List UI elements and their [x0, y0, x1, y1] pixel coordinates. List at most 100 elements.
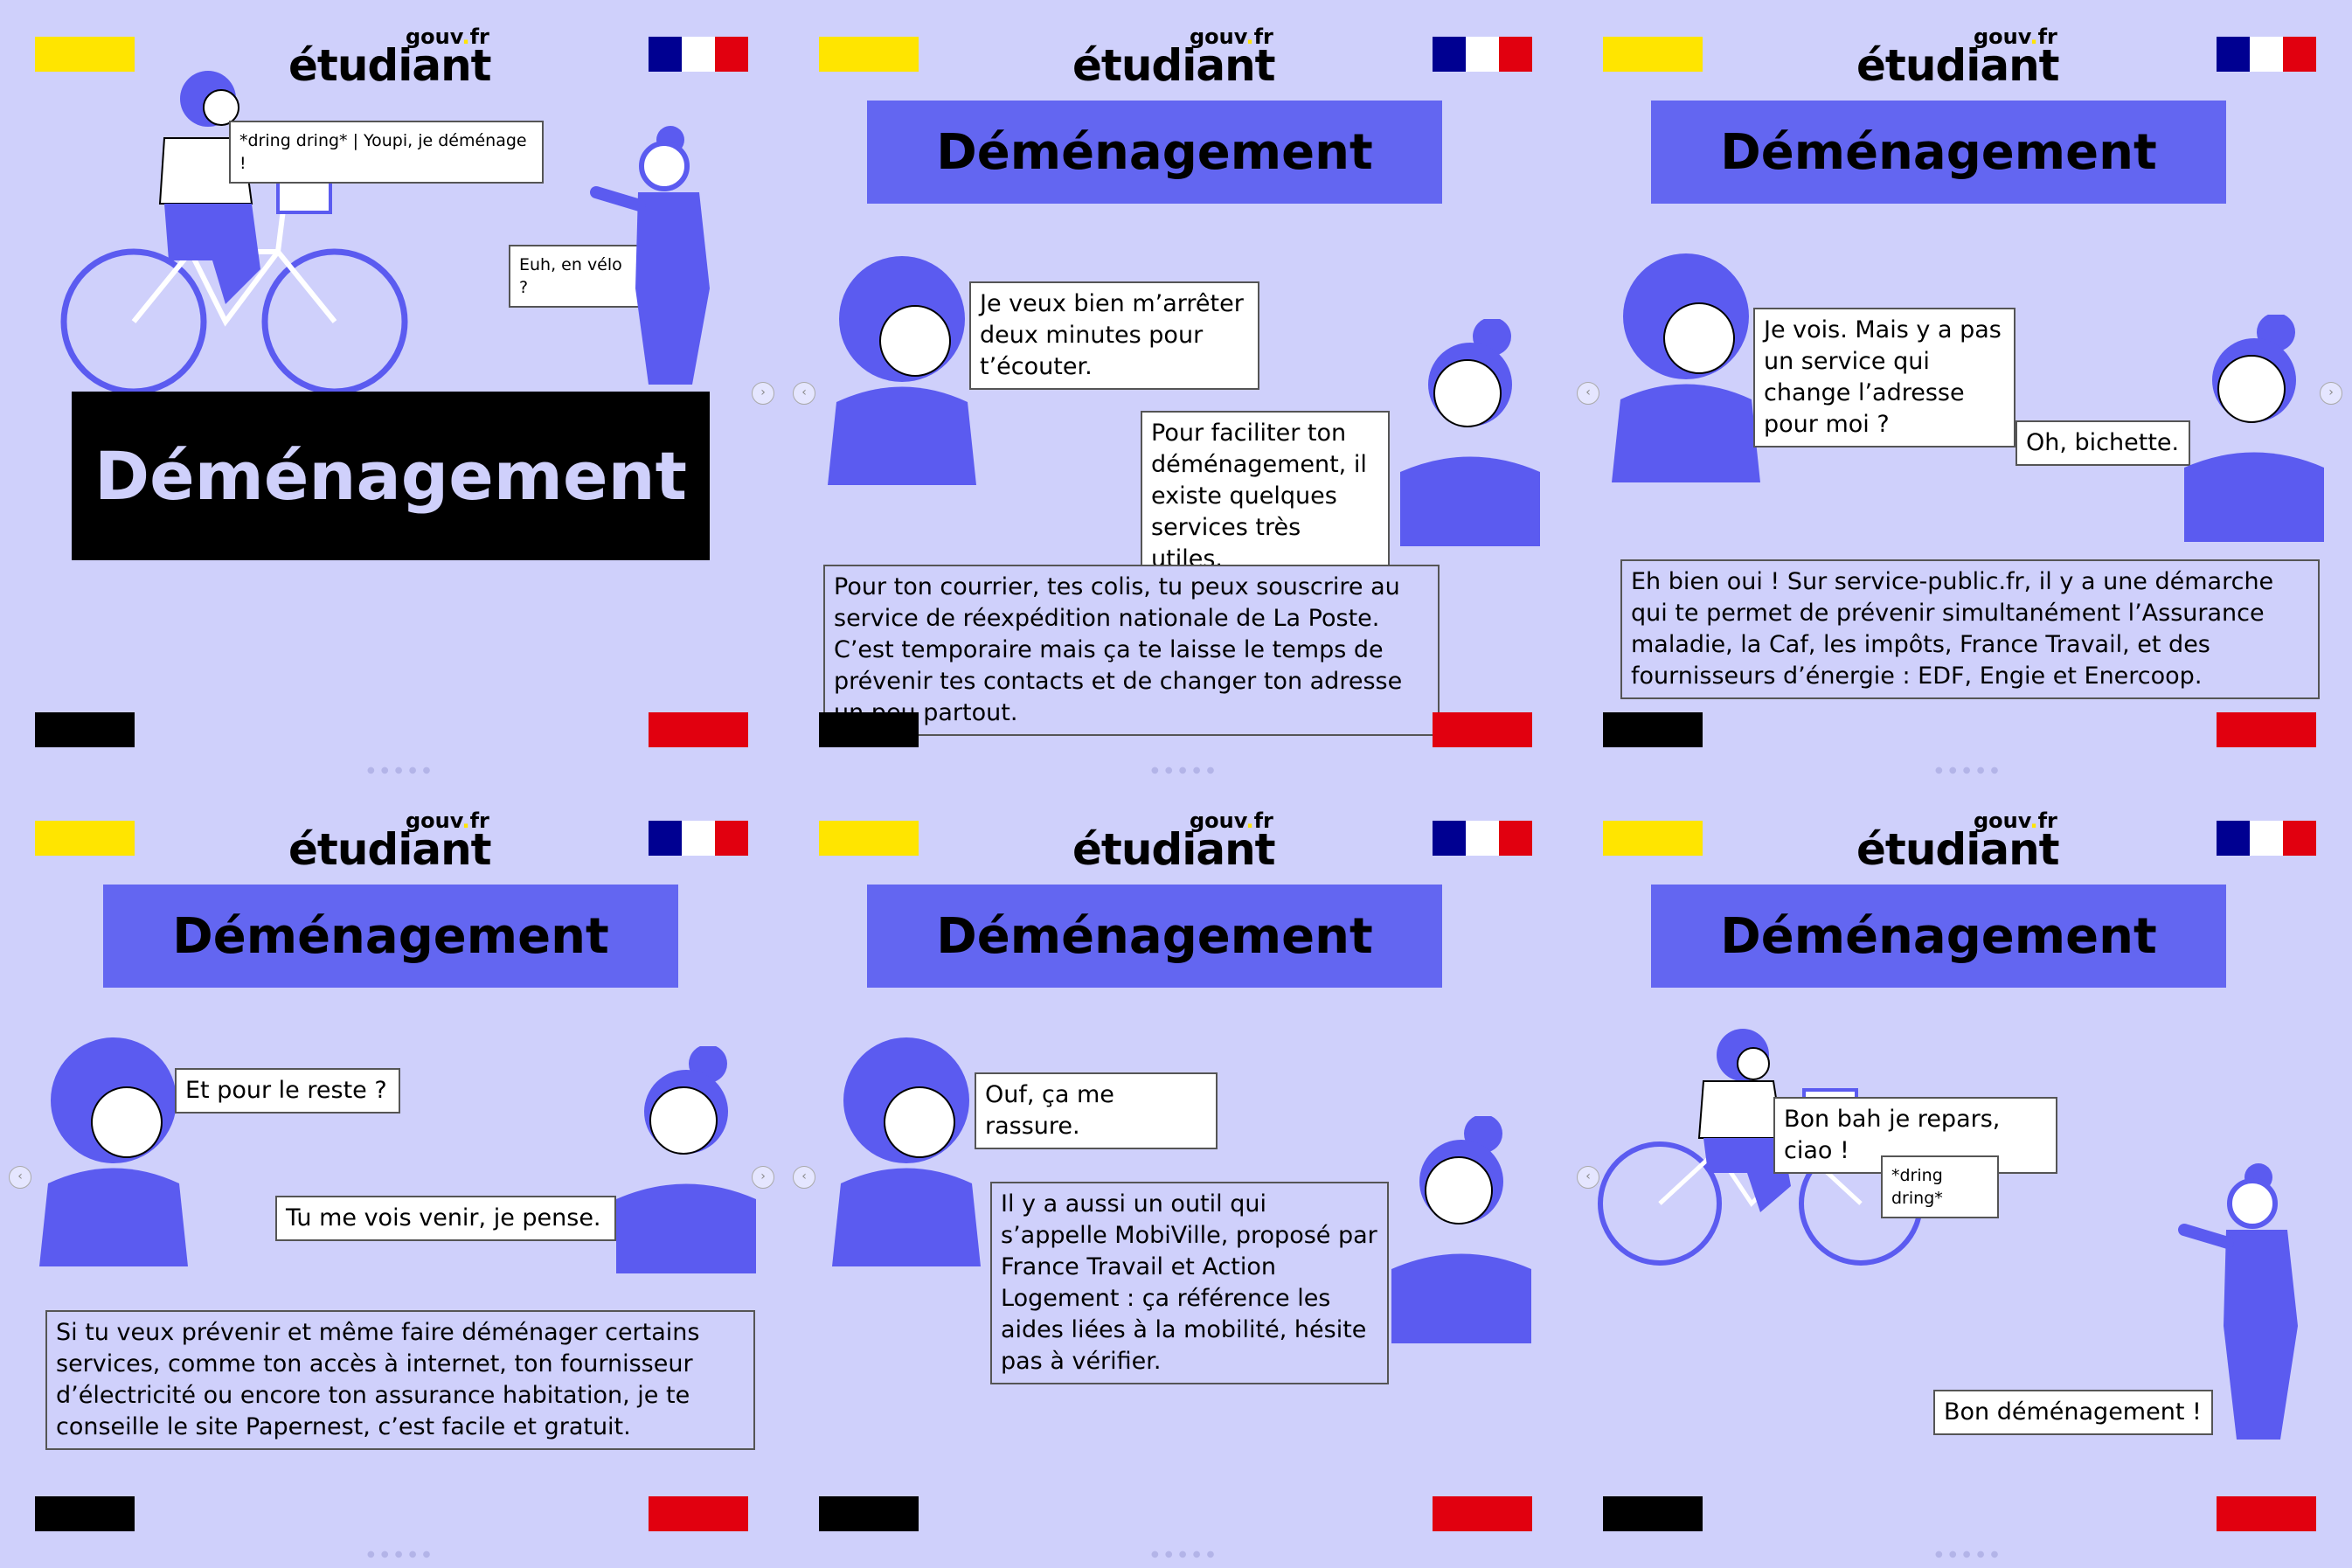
yellow-bar	[1603, 37, 1703, 72]
curly-hair-girl-illustration	[832, 1037, 981, 1266]
title-band: Déménagement	[103, 885, 678, 988]
narration-box: Il y a aussi un outil qui s’appelle Mobi…	[990, 1182, 1389, 1384]
logo-text: étudiant	[288, 40, 492, 91]
logo-gouv: gouv.fr	[1974, 24, 2057, 49]
speech-bubble: Bon déménagement !	[1933, 1390, 2213, 1435]
slide-title: Déménagement	[1720, 907, 2157, 965]
yellow-bar	[1603, 821, 1703, 856]
bun-hair-woman-illustration	[2184, 315, 2324, 542]
speech-bubble: Je veux bien m’arrêter deux minutes pour…	[969, 281, 1259, 390]
slide-3: étudiant gouv.fr Déménagement Je vois. M…	[1568, 0, 2352, 784]
slide-title: Déménagement	[936, 907, 1373, 965]
slide-6: étudiant gouv.fr Déménagement Bon bah je…	[1568, 784, 2352, 1568]
black-bar	[819, 1496, 919, 1531]
woman-standing-illustration	[2178, 1163, 2298, 1440]
yellow-bar	[819, 37, 919, 72]
etudiant-gouv-logo: étudiant gouv.fr	[1821, 808, 2084, 875]
chevron-left-icon[interactable]: ‹	[793, 1166, 815, 1189]
hero-title-block: Déménagement	[72, 392, 710, 560]
logo-text: étudiant	[1856, 40, 2060, 91]
slide-4: étudiant gouv.fr Déménagement Et pour le…	[0, 784, 784, 1568]
title-band: Déménagement	[867, 101, 1442, 204]
chevron-left-icon[interactable]: ‹	[793, 382, 815, 405]
pagination-dots: ● ● ● ● ●	[1151, 1550, 1217, 1559]
red-bar	[649, 1496, 748, 1531]
black-bar	[819, 712, 919, 747]
slide-title: Déménagement	[172, 907, 609, 965]
slide-1: étudiant gouv.fr *dring dring* | Youpi, …	[0, 0, 784, 784]
hero-title: Déménagement	[94, 437, 687, 515]
chevron-right-icon[interactable]: ›	[752, 382, 774, 405]
yellow-bar	[35, 37, 135, 72]
pagination-dots: ● ● ● ● ●	[1935, 766, 2001, 775]
pagination-dots: ● ● ● ● ●	[367, 1550, 433, 1559]
republic-flag-logo	[1433, 821, 1532, 856]
black-bar	[35, 712, 135, 747]
republic-flag-logo	[2217, 37, 2316, 72]
red-bar	[2217, 1496, 2316, 1531]
slide-2: étudiant gouv.fr Déménagement Je veux bi…	[784, 0, 1568, 784]
narration-box: Si tu veux prévenir et même faire déména…	[45, 1310, 755, 1450]
speech-bubble: Et pour le reste ?	[175, 1068, 400, 1114]
curly-hair-girl-illustration	[828, 256, 976, 485]
etudiant-gouv-logo: étudiant gouv.fr	[253, 24, 516, 91]
black-bar	[1603, 712, 1703, 747]
bun-hair-woman-illustration	[1391, 1116, 1531, 1343]
slide-5: étudiant gouv.fr Déménagement Ouf, ça me…	[784, 784, 1568, 1568]
red-bar	[1433, 712, 1532, 747]
red-bar	[649, 712, 748, 747]
red-bar	[2217, 712, 2316, 747]
republic-flag-logo	[649, 821, 748, 856]
speech-bubble: *dring dring* | Youpi, je déménage !	[229, 121, 544, 184]
speech-bubble: *dring dring*	[1881, 1155, 1999, 1218]
speech-bubble: Euh, en vélo ?	[509, 245, 640, 308]
etudiant-gouv-logo: étudiant gouv.fr	[1821, 24, 2084, 91]
logo-gouv: gouv.fr	[1190, 808, 1273, 833]
chevron-left-icon[interactable]: ‹	[1577, 382, 1599, 405]
slide-title: Déménagement	[936, 123, 1373, 181]
black-bar	[1603, 1496, 1703, 1531]
speech-bubble: Pour faciliter ton déménagement, il exis…	[1141, 411, 1390, 582]
red-bar	[1433, 1496, 1532, 1531]
chevron-left-icon[interactable]: ‹	[1577, 1166, 1599, 1189]
speech-bubble: Oh, bichette.	[2016, 420, 2190, 466]
pagination-dots: ● ● ● ● ●	[367, 766, 433, 775]
etudiant-gouv-logo: étudiant gouv.fr	[1037, 24, 1300, 91]
logo-text: étudiant	[1072, 824, 1276, 875]
chevron-right-icon[interactable]: ›	[752, 1166, 774, 1189]
logo-text: étudiant	[288, 824, 492, 875]
republic-flag-logo	[1433, 37, 1532, 72]
yellow-bar	[819, 821, 919, 856]
black-bar	[35, 1496, 135, 1531]
curly-hair-girl-illustration	[1612, 253, 1760, 482]
bun-hair-woman-illustration	[616, 1046, 756, 1273]
logo-gouv: gouv.fr	[1974, 808, 2057, 833]
logo-text: étudiant	[1856, 824, 2060, 875]
speech-bubble: Ouf, ça me rassure.	[975, 1072, 1218, 1149]
logo-gouv: gouv.fr	[1190, 24, 1273, 49]
pagination-dots: ● ● ● ● ●	[1935, 1550, 2001, 1559]
etudiant-gouv-logo: étudiant gouv.fr	[253, 808, 516, 875]
republic-flag-logo	[649, 37, 748, 72]
yellow-bar	[35, 821, 135, 856]
narration-box: Eh bien oui ! Sur service-public.fr, il …	[1620, 559, 2320, 699]
bun-hair-woman-illustration	[1400, 319, 1540, 546]
title-band: Déménagement	[1651, 885, 2226, 988]
speech-bubble: Tu me vois venir, je pense.	[275, 1196, 616, 1241]
chevron-right-icon[interactable]: ›	[2320, 382, 2342, 405]
girl-on-bike-illustration	[60, 71, 408, 392]
narration-box: Pour ton courrier, tes colis, tu peux so…	[823, 565, 1440, 736]
woman-standing-illustration	[590, 126, 710, 385]
chevron-left-icon[interactable]: ‹	[9, 1166, 31, 1189]
logo-gouv: gouv.fr	[406, 808, 489, 833]
curly-hair-girl-illustration	[39, 1037, 188, 1266]
logo-gouv: gouv.fr	[406, 24, 489, 49]
republic-flag-logo	[2217, 821, 2316, 856]
speech-bubble: Je vois. Mais y a pas un service qui cha…	[1753, 308, 2016, 448]
slide-title: Déménagement	[1720, 123, 2157, 181]
pagination-dots: ● ● ● ● ●	[1151, 766, 1217, 775]
title-band: Déménagement	[867, 885, 1442, 988]
etudiant-gouv-logo: étudiant gouv.fr	[1037, 808, 1300, 875]
logo-text: étudiant	[1072, 40, 1276, 91]
